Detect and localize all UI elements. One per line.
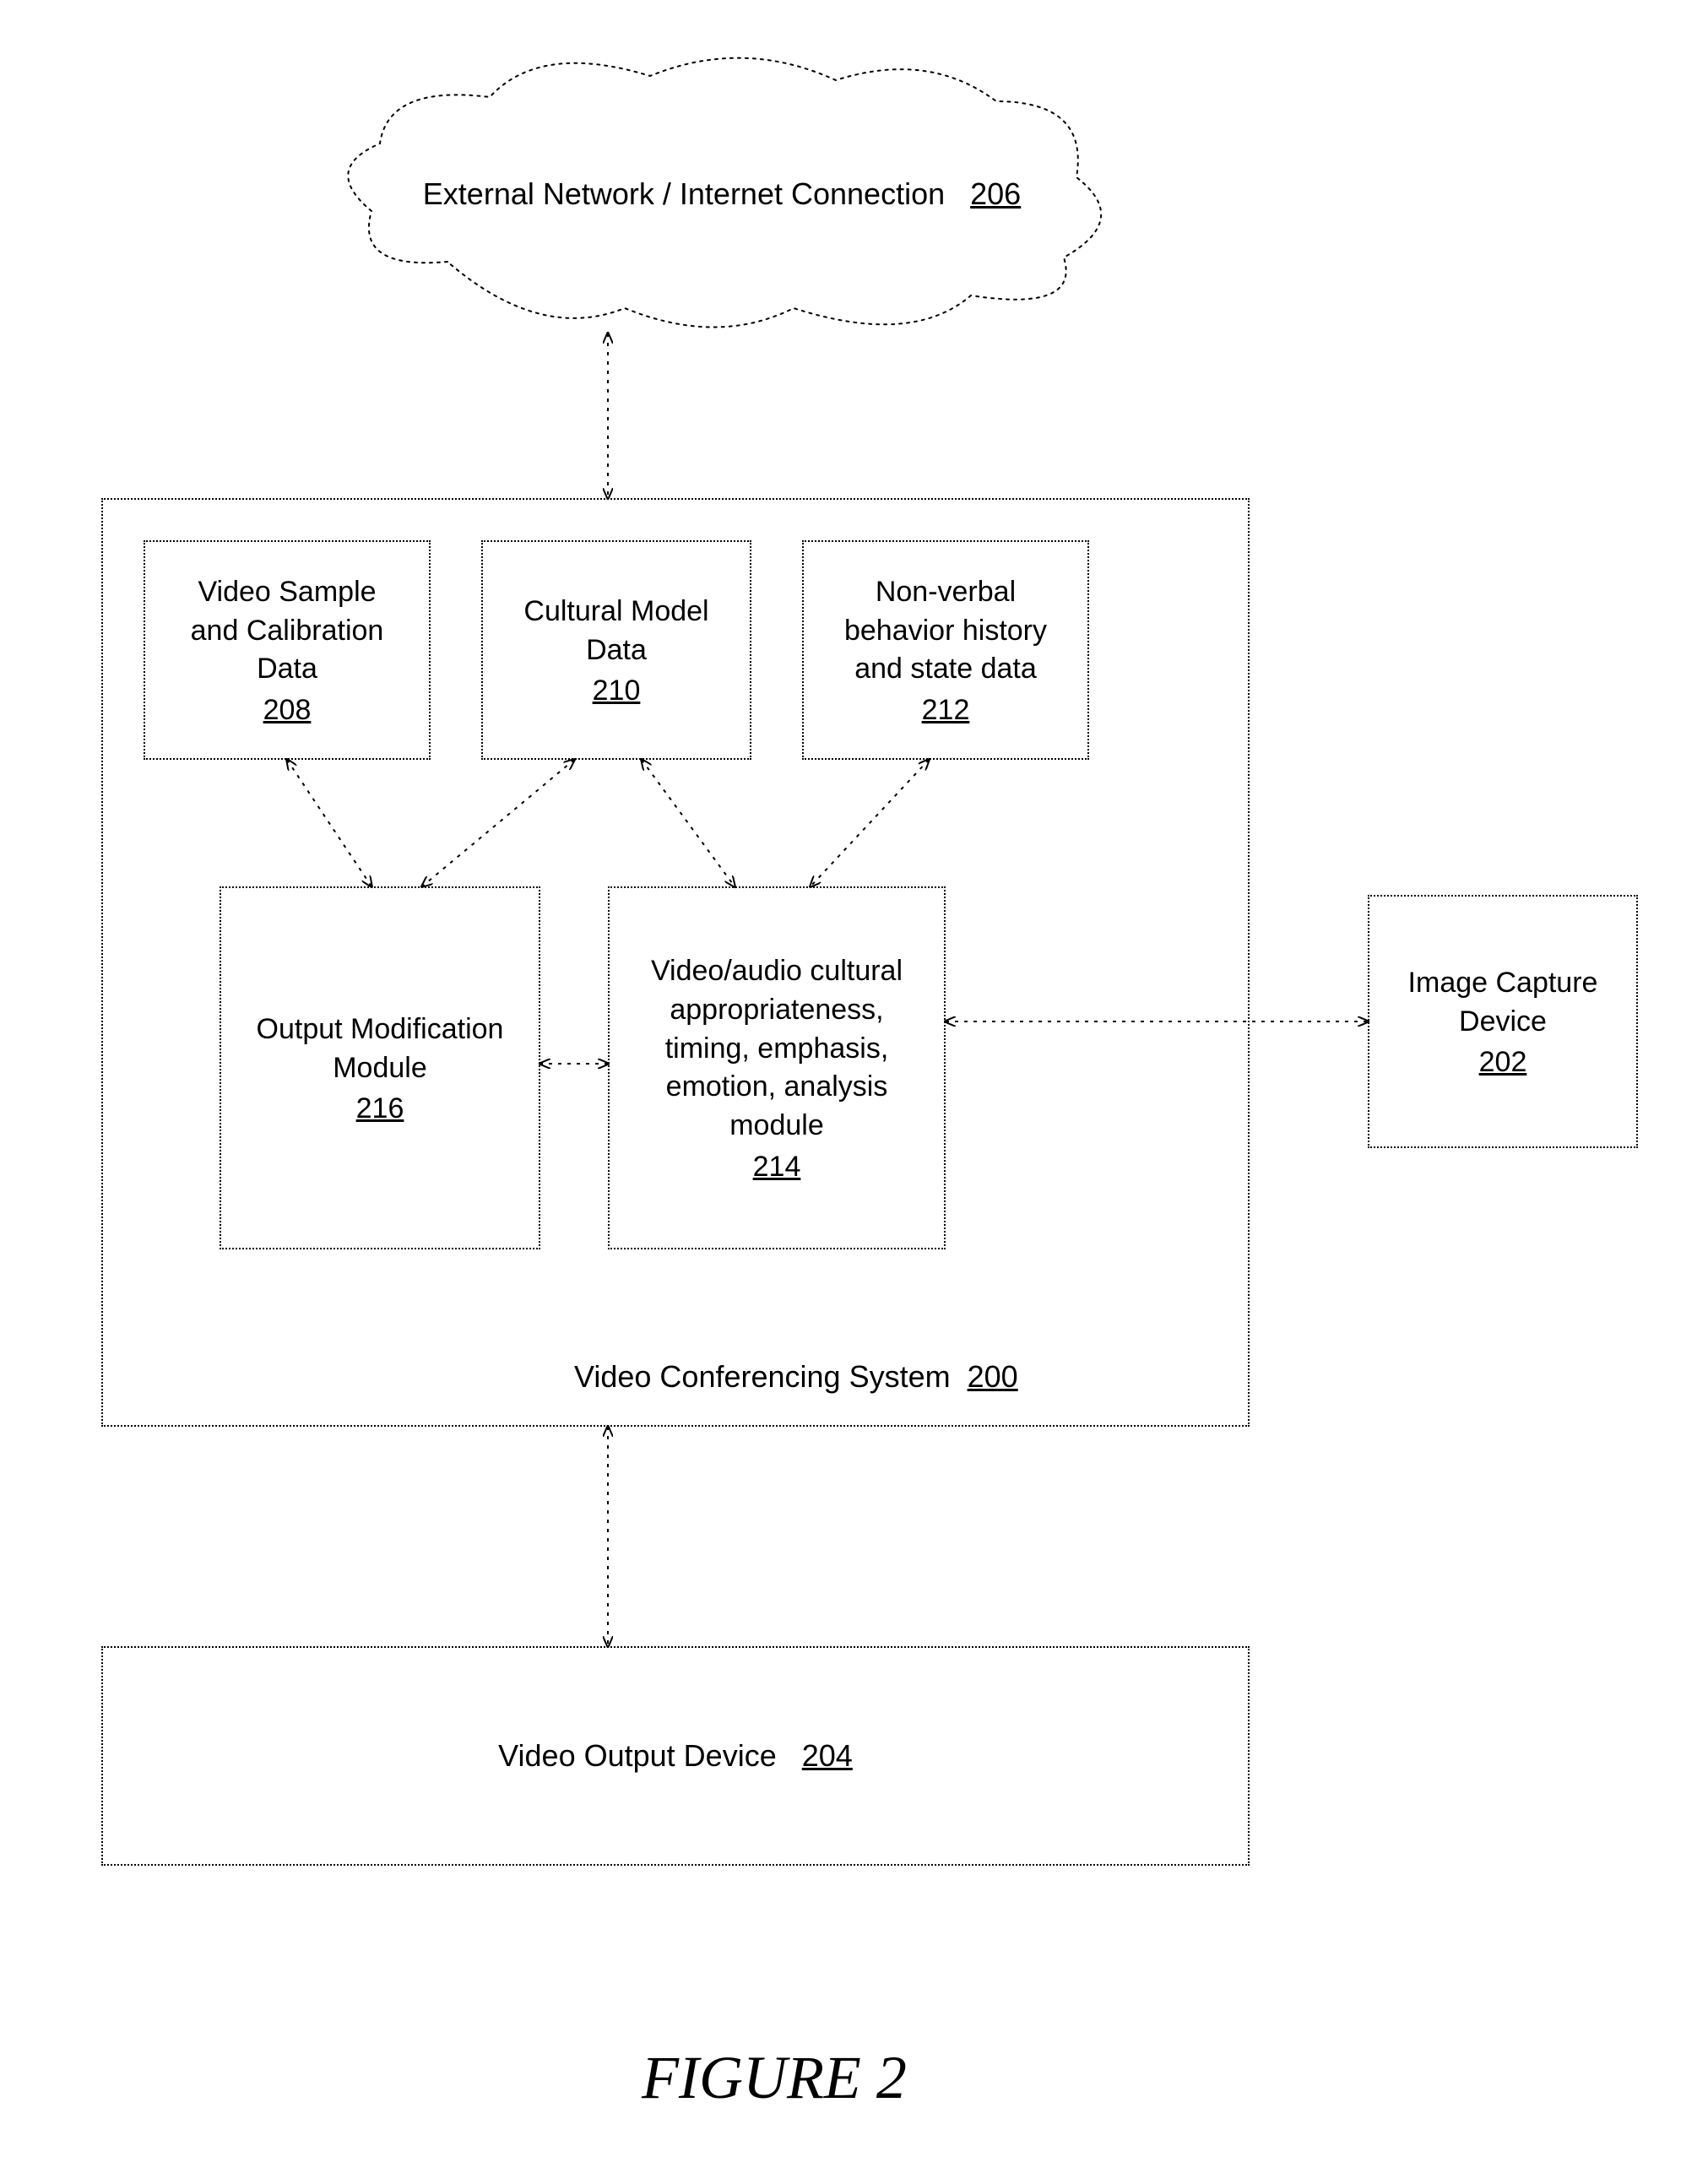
diagram-canvas: External Network / Internet Connection 2… — [0, 0, 1708, 2162]
arrows-layer — [0, 0, 1708, 2162]
figure-title: FIGURE 2 — [642, 2043, 907, 2113]
